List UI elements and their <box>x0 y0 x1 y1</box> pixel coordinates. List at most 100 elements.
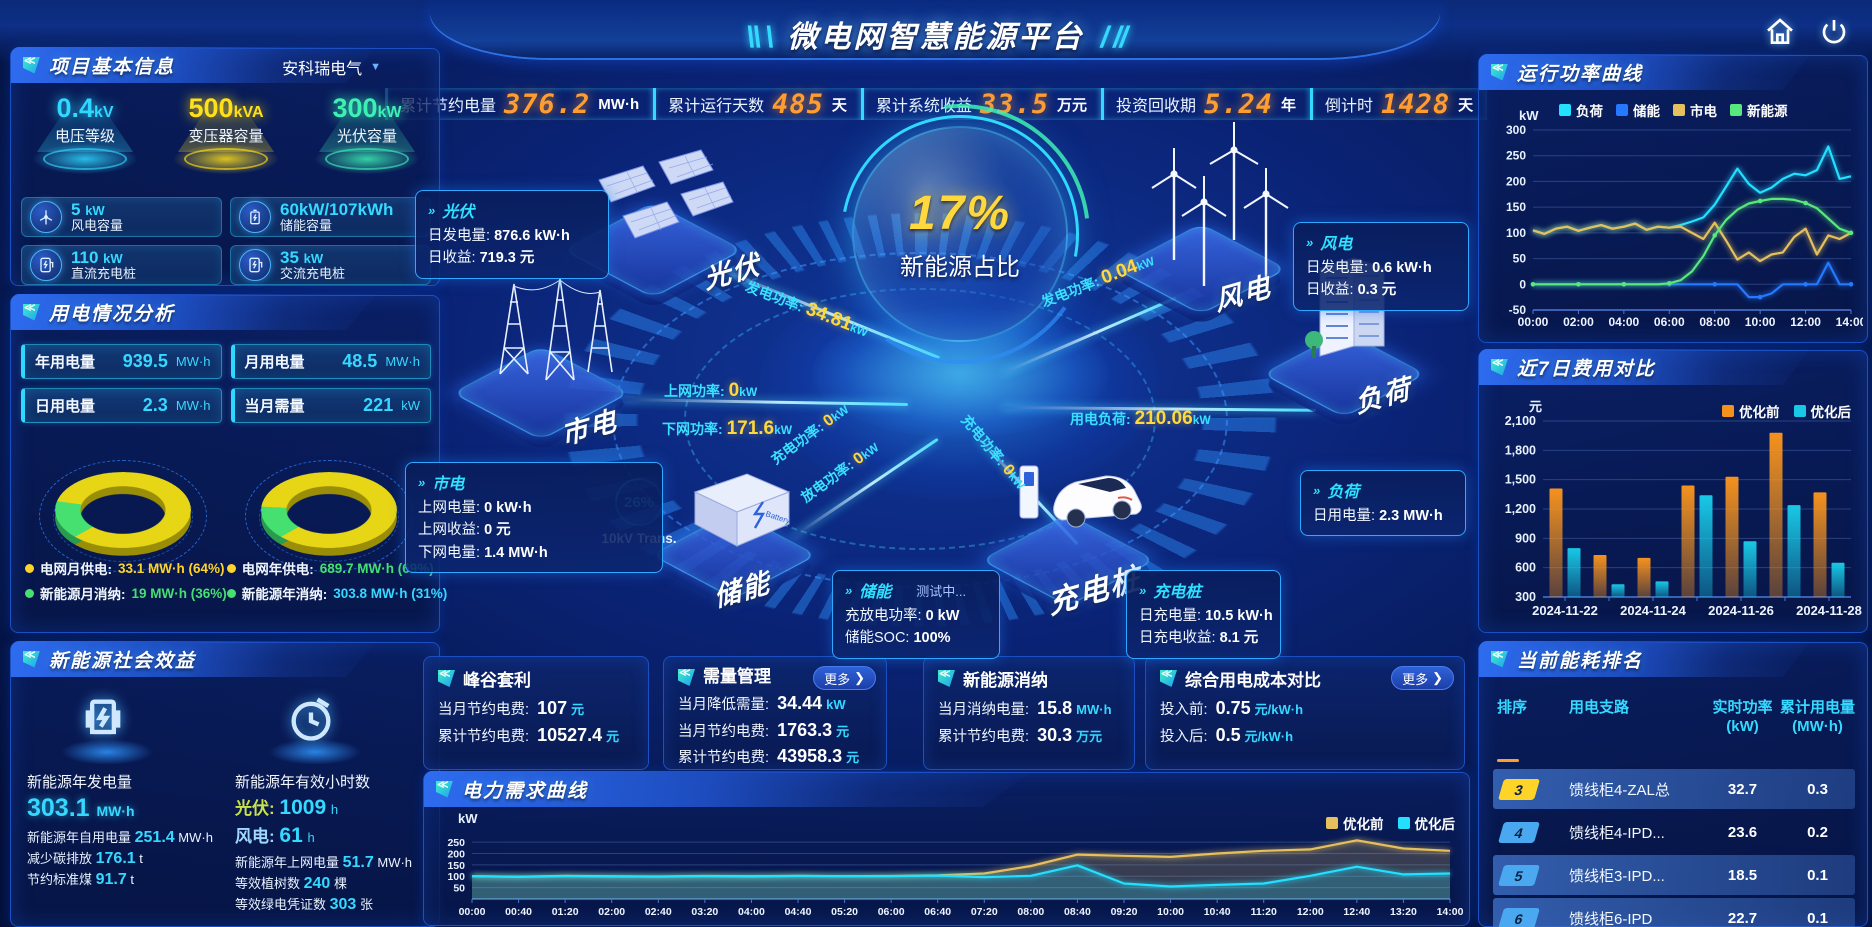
card-value: 35 kW <box>280 247 324 267</box>
usage-stats: 年用电量 939.5 MW·h 月用电量 48.5 MW·h 日用电量 2.3 MW·h 当月需量… <box>21 344 431 423</box>
legend-item-市电: 市电 <box>1673 100 1717 120</box>
svg-text:12:40: 12:40 <box>1343 906 1370 918</box>
card-row: 当月降低需量: 34.44 kW <box>678 692 846 713</box>
svg-text:12:00: 12:00 <box>1297 906 1324 918</box>
panel-usage-analysis: 用电情况分析 年用电量 939.5 MW·h 月用电量 48.5 MW·h 日用电量 2.3 M… <box>10 294 447 633</box>
flow-label-st-discharge: 放电功率: 0kW <box>798 440 882 506</box>
card-label: 直流充电桩 <box>71 266 137 282</box>
chevrons-icon <box>1491 650 1508 668</box>
flow-label-load-use: 用电负荷: 210.06kW <box>1070 408 1211 429</box>
chevrons-icon <box>938 670 955 687</box>
usage-unit: MW·h <box>175 354 211 369</box>
legend-label: 新能源 <box>1747 104 1788 119</box>
branch-name: 馈线柜6-IPD <box>1569 910 1653 927</box>
svg-text:2024-11-28: 2024-11-28 <box>1796 603 1862 618</box>
tooltip-charger: » 充电桩 日充电量: 10.5 kW·h 日充电收益: 8.1 元 <box>1126 570 1281 659</box>
wind-turbine-icon <box>30 201 62 233</box>
svg-text:600: 600 <box>1515 561 1536 575</box>
svg-text:300: 300 <box>1506 123 1526 137</box>
legend-label: 新能源年消纳: <box>241 587 328 602</box>
kpi-label: 投资回收期 <box>1115 98 1196 115</box>
tooltip-row: 日发电量: 0.6 kW·h <box>1306 260 1432 276</box>
ac-charger-icon <box>239 249 271 281</box>
chevron-right-icon: ❯ <box>854 670 865 685</box>
more-button[interactable]: 更多 ❯ <box>813 666 876 690</box>
card-value: 110 kW <box>71 247 123 267</box>
capacity-beacon: 500kVA 变压器容量 <box>160 93 292 174</box>
card-title: 综合用电成本对比 <box>1160 666 1450 691</box>
legend-label: 负荷 <box>1576 104 1603 119</box>
panel-title: 运行功率曲线 <box>1517 63 1644 85</box>
legend-label: 优化前 <box>1739 405 1780 420</box>
capacity-card: 5 kW 风电容量 <box>21 197 222 237</box>
total-energy: 0.3 <box>1807 780 1828 798</box>
arrow-icon: » <box>418 474 426 490</box>
beacon-value: 300kW <box>332 93 402 123</box>
status-badge: 测试中... <box>916 583 967 599</box>
card-title-text: 峰谷套利 <box>463 671 531 690</box>
usage-label: 月用电量 <box>244 354 305 371</box>
chart-legend: 负荷 储能 市电 新能源 <box>1559 100 1788 120</box>
panel-social-benefit: 新能源社会效益 新能源年发电量 303.1 MW·h 新能源年自用电量 251.… <box>10 641 440 927</box>
svg-text:100: 100 <box>1506 226 1526 240</box>
panel-title: 用电情况分析 <box>49 303 176 325</box>
power-curve-chart: -50 0 50 100 150 200 250 300 kW 00:00 02:00 04:00 06… <box>1485 100 1867 341</box>
beacon-base <box>33 144 137 174</box>
benefit-extra-item: 新能源年自用电量 251.4 MW·h <box>27 829 213 846</box>
more-button[interactable]: 更多 ❯ <box>1391 666 1454 690</box>
tooltip-pv: » 光伏 日发电量: 876.6 kW·h 日收益: 719.3 元 <box>415 190 609 279</box>
table-row[interactable]: 5 馈线柜3-IPD... 18.5 0.1 <box>1493 855 1855 895</box>
card-title: 新能源消纳 <box>938 666 1120 691</box>
svg-text:00:00: 00:00 <box>1518 315 1549 329</box>
tooltip-row: 下网电量: 1.4 MW·h <box>418 544 548 561</box>
svg-text:250: 250 <box>1506 149 1526 163</box>
legend-value: 19 MW·h (36%) <box>131 585 227 601</box>
power-icon[interactable] <box>1818 16 1850 48</box>
card-row: 累计节约电费: 30.3 万元 <box>938 725 1103 745</box>
capacity-card: 60kW/107kWh 储能容量 <box>230 197 431 237</box>
kpi-stat: 累计系统收益 33.5 万元 <box>860 88 1101 120</box>
legend-label: 电网月供电: <box>40 562 112 577</box>
legend-dot <box>226 563 236 573</box>
legend-label: 优化后 <box>1414 817 1456 832</box>
kpi-unit: 年 <box>1281 96 1297 114</box>
card-row: 当月节约电费: 107 元 <box>438 698 585 718</box>
solar-panels-illustration <box>581 142 734 267</box>
company-select[interactable]: 安科瑞电气 ▼ <box>282 61 381 78</box>
svg-text:0: 0 <box>1519 277 1526 291</box>
usage-label: 年用电量 <box>35 354 96 371</box>
usage-value: 2.3 <box>142 395 168 415</box>
svg-text:01:20: 01:20 <box>552 906 579 918</box>
card-value: 5 kW <box>71 199 105 219</box>
table-row[interactable]: 4 馈线柜4-IPD... 23.6 0.2 <box>1493 812 1855 852</box>
legend-item-优化前: 优化前 <box>1722 401 1780 421</box>
svg-text:300: 300 <box>1515 590 1536 604</box>
tooltip-load: » 负荷 日用电量: 2.3 MW·h <box>1300 470 1466 537</box>
card-row: 当月节约电费: 1763.3 元 <box>678 719 850 740</box>
table-row[interactable]: 6 馈线柜6-IPD 22.7 0.1 <box>1493 898 1855 927</box>
svg-text:10:00: 10:00 <box>1157 906 1184 918</box>
capacity-card: 35 kW 交流充电桩 <box>230 245 431 285</box>
svg-text:14:00: 14:00 <box>1437 906 1464 918</box>
tooltip-row: 日充电收益: 8.1 元 <box>1139 630 1259 647</box>
kpi-label: 累计运行天数 <box>668 98 765 115</box>
rank-badge: 5 <box>1497 864 1541 886</box>
svg-text:2024-11-24: 2024-11-24 <box>1620 603 1687 618</box>
home-icon[interactable] <box>1764 16 1796 48</box>
card-title-text: 综合用电成本对比 <box>1185 671 1321 690</box>
svg-text:1,200: 1,200 <box>1505 502 1536 516</box>
card-row: 累计节约电费: 43958.3 元 <box>678 746 860 767</box>
card-title-text: 需量管理 <box>703 667 771 686</box>
svg-text:02:00: 02:00 <box>598 906 625 918</box>
svg-text:14:00: 14:00 <box>1836 315 1863 329</box>
card-title: 需量管理 <box>678 666 872 689</box>
svg-text:元: 元 <box>1529 399 1542 414</box>
card-value: 60kW/107kWh <box>280 199 394 219</box>
kpi-unit: 天 <box>831 96 847 114</box>
beacon-label: 光伏容量 <box>336 128 397 145</box>
svg-text:13:20: 13:20 <box>1390 906 1417 918</box>
clock-icon <box>263 693 363 765</box>
kpi-label: 累计系统收益 <box>875 98 972 115</box>
table-row[interactable]: 3 馈线柜4-ZAL总 32.7 0.3 <box>1493 769 1855 809</box>
